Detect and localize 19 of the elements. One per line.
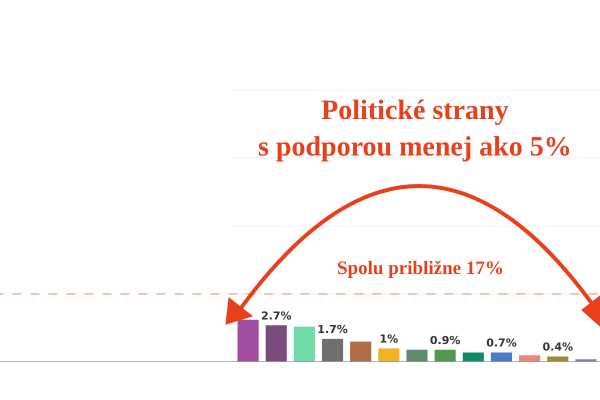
bar [322, 338, 344, 362]
bar [378, 348, 400, 362]
bar [519, 355, 540, 362]
bar [434, 350, 456, 362]
bar [547, 356, 568, 362]
bar [266, 325, 287, 362]
bar [294, 326, 315, 362]
data-label: 0.4% [542, 340, 574, 354]
data-label: 1.7% [317, 322, 348, 336]
bar [406, 350, 428, 362]
annotation: Spolu približne 17% [337, 258, 504, 279]
data-label: 0.7% [486, 336, 517, 350]
data-label: 1% [380, 332, 398, 346]
data-label: 0.9% [430, 334, 460, 347]
annotation: Politické strany s podporou menej ako 5% [258, 95, 572, 162]
bar [350, 342, 372, 362]
data-label: 2.7% [260, 309, 292, 322]
bar [462, 352, 484, 362]
bar [490, 352, 512, 362]
